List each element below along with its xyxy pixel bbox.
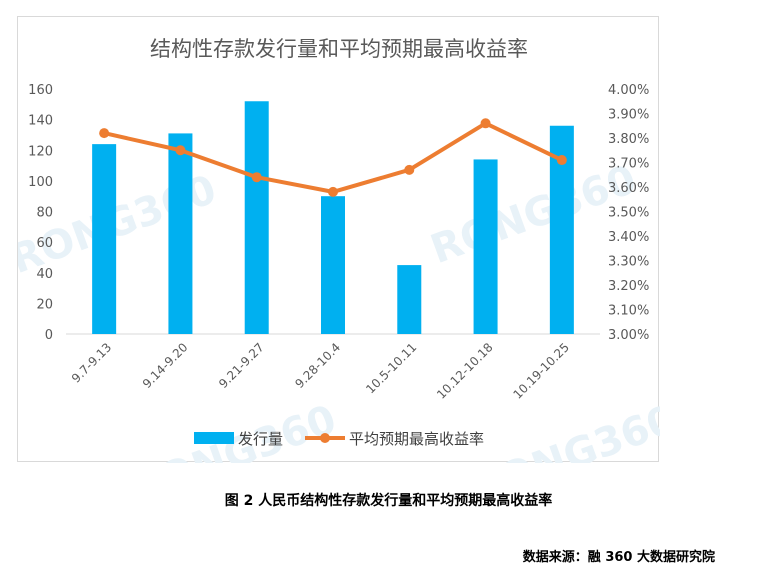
line-point xyxy=(480,118,491,129)
x-tick-label: 9.14-9.20 xyxy=(140,340,191,391)
line-point xyxy=(328,186,338,197)
x-tick-label: 10.5-10.11 xyxy=(363,340,419,396)
legend: 发行量 平均预期最高收益率 xyxy=(194,430,484,448)
y-left-tick-label: 100 xyxy=(28,175,53,190)
bar xyxy=(321,196,345,334)
y-right-tick-label: 4.00% xyxy=(608,83,649,98)
bar xyxy=(473,159,498,334)
bar xyxy=(92,144,117,334)
y-left-tick-label: 160 xyxy=(28,83,53,98)
legend-line-marker xyxy=(320,433,330,443)
y-left-tick-label: 40 xyxy=(36,267,53,282)
line-point xyxy=(99,128,110,139)
y-left-tick-label: 80 xyxy=(36,206,53,221)
bar xyxy=(397,265,422,334)
chart-title: 结构性存款发行量和平均预期最高收益率 xyxy=(150,37,528,61)
x-tick-label: 9.21-9.27 xyxy=(216,340,267,391)
x-tick-label: 9.28-10.4 xyxy=(292,340,343,391)
line-series xyxy=(99,118,567,197)
y-right-tick-label: 3.70% xyxy=(608,157,649,172)
y-left-tick-label: 0 xyxy=(45,328,53,343)
y-left-tick-label: 20 xyxy=(36,297,53,312)
y-left-tick-label: 60 xyxy=(36,236,53,251)
watermark-text: RONG360 xyxy=(125,396,342,463)
y-right-tick-label: 3.20% xyxy=(608,279,649,294)
watermark-text: RONG360 xyxy=(465,396,660,463)
y-left-tick-label: 140 xyxy=(28,114,53,129)
x-tick-label: 10.12-10.18 xyxy=(434,340,496,402)
figure-caption: 图 2 人民币结构性存款发行量和平均预期最高收益率 xyxy=(224,493,553,509)
x-tick-label: 9.7-9.13 xyxy=(69,340,114,385)
y-right-tick-label: 3.50% xyxy=(608,206,649,221)
data-source: 数据来源：融 360 大数据研究院 xyxy=(522,550,715,565)
y-right-tick-label: 3.30% xyxy=(608,255,649,270)
legend-bar-swatch xyxy=(194,432,234,444)
y-left-tick-label: 120 xyxy=(28,144,53,159)
y-right-tick-label: 3.90% xyxy=(608,108,649,123)
bar-series xyxy=(92,101,574,334)
y-right-tick-label: 3.10% xyxy=(608,304,649,319)
line-point xyxy=(556,155,567,166)
bar xyxy=(168,133,193,334)
y-right-tick-label: 3.80% xyxy=(608,132,649,147)
x-tick-label: 10.19-10.25 xyxy=(510,340,572,402)
legend-bar-label: 发行量 xyxy=(238,430,283,448)
y-right-tick-label: 3.00% xyxy=(608,328,649,343)
legend-line-label: 平均预期最高收益率 xyxy=(349,430,484,448)
line-point xyxy=(404,164,415,175)
bar xyxy=(244,101,269,334)
line-point xyxy=(175,145,186,156)
line-point xyxy=(251,172,262,183)
y-right-tick-label: 3.60% xyxy=(608,181,649,196)
chart-frame: RONG360 RONG360 RONG360 RONG360 结构性存款发行量和平均… xyxy=(17,16,660,463)
y-right-tick-label: 3.40% xyxy=(608,230,649,245)
